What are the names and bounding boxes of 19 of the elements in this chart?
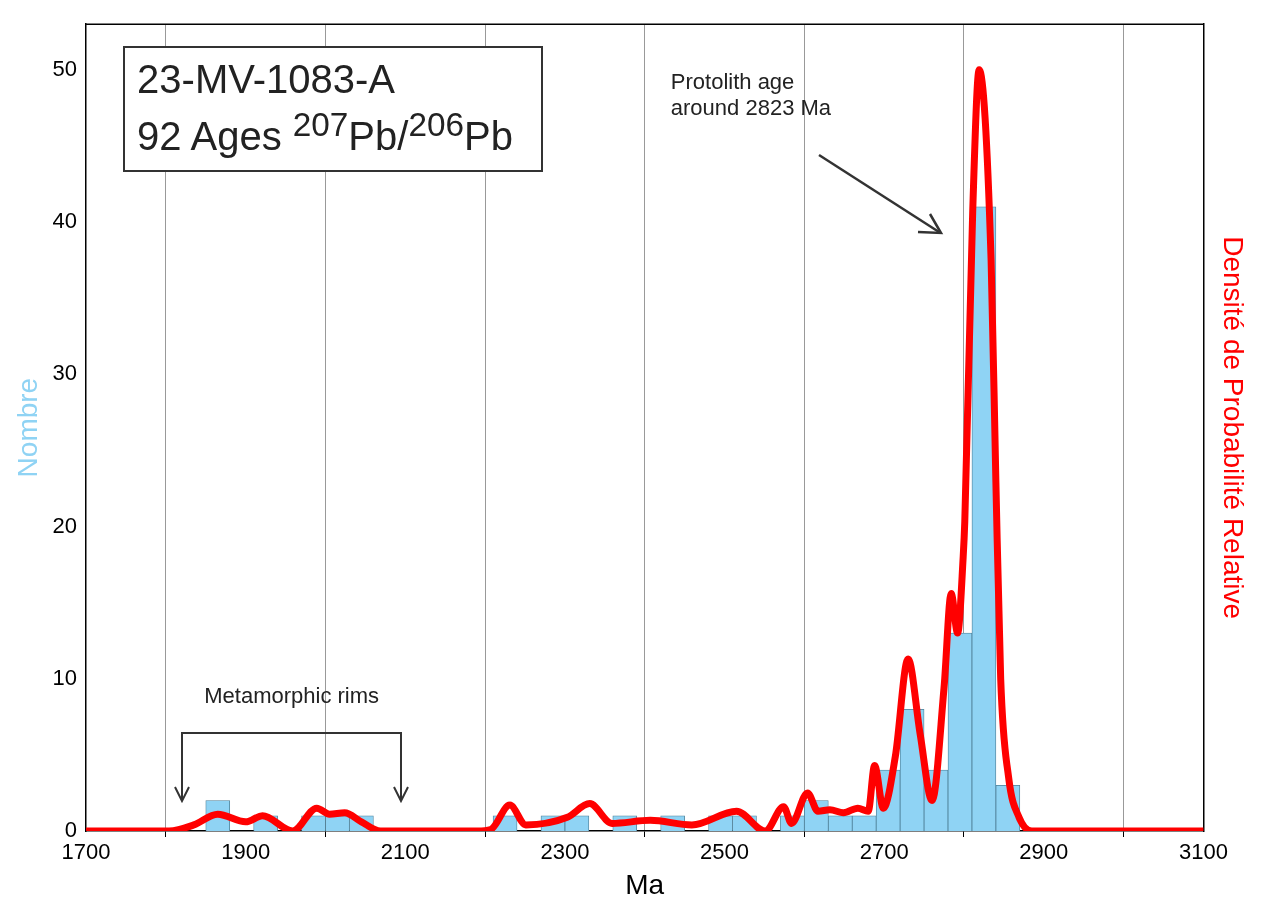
x-tick-label: 2700 (859, 839, 909, 865)
y-tick-label: 30 (52, 360, 78, 386)
x-tick-label: 1900 (221, 839, 271, 865)
x-axis-title: Ma (625, 868, 665, 900)
annotation: Metamorphic rims (203, 683, 381, 709)
y2-axis-title: Densité de Probabilité Relative (1218, 236, 1250, 620)
annotation: Protolith age around 2823 Ma (670, 68, 833, 121)
y-tick-label: 40 (52, 208, 78, 234)
x-tick-label: 2100 (380, 839, 430, 865)
annotation: 92 Ages $^{207}$Pb/$^{206}$Pb (137, 105, 513, 160)
x-tick-label: 2500 (700, 839, 750, 865)
y-tick-label: 50 (52, 55, 78, 81)
y-tick-label: 10 (52, 664, 78, 690)
x-tick-label: 3100 (1178, 839, 1228, 865)
y-axis-title: Nombre (11, 377, 43, 478)
annotation: 23-MV-1083-A (137, 56, 396, 103)
y-tick-label: 20 (52, 512, 78, 538)
x-tick-label: 2300 (540, 839, 590, 865)
x-tick-label: 2900 (1019, 839, 1069, 865)
